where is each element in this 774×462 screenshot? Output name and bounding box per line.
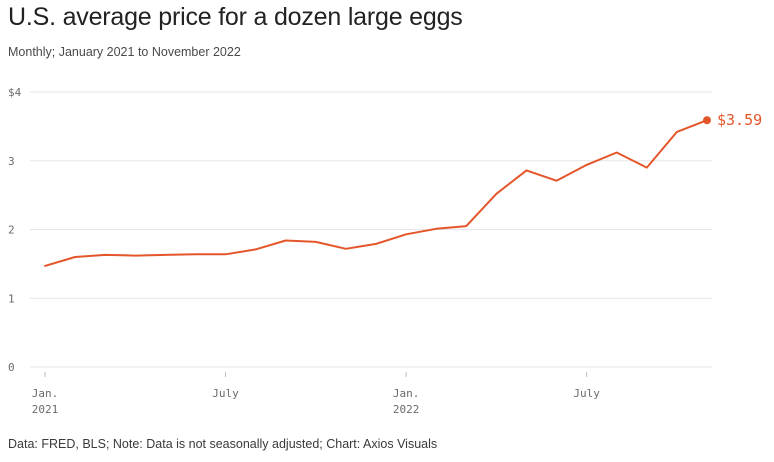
- y-tick-label: 3: [8, 155, 15, 168]
- data-point: [494, 191, 499, 196]
- x-tick-label: Jan.: [393, 387, 420, 400]
- data-point: [43, 263, 48, 268]
- x-tick-label: July: [573, 387, 600, 400]
- data-point: [133, 253, 138, 258]
- data-point: [554, 178, 559, 183]
- data-point: [253, 247, 258, 252]
- data-point: [674, 129, 679, 134]
- x-tick-label: July: [212, 387, 239, 400]
- data-point: [374, 241, 379, 246]
- data-point: [524, 168, 529, 173]
- y-tick-label: 1: [8, 292, 15, 305]
- data-point: [464, 224, 469, 229]
- data-point: [223, 252, 228, 257]
- chart-source-note: Data: FRED, BLS; Note: Data is not seaso…: [8, 437, 438, 451]
- y-tick-label: $4: [8, 86, 22, 99]
- chart-title: U.S. average price for a dozen large egg…: [8, 3, 463, 31]
- x-tick-label: Jan.: [32, 387, 59, 400]
- end-point-marker: [703, 116, 711, 125]
- data-point: [614, 150, 619, 155]
- data-point: [193, 252, 198, 257]
- y-tick-label: 2: [8, 224, 15, 237]
- end-value-label: $3.59: [717, 111, 762, 129]
- data-point: [103, 252, 108, 257]
- chart-subtitle: Monthly; January 2021 to November 2022: [8, 45, 241, 59]
- data-point: [404, 232, 409, 237]
- data-point: [283, 238, 288, 243]
- data-point: [313, 239, 318, 244]
- data-point: [343, 246, 348, 251]
- data-point: [434, 226, 439, 231]
- series-line: [44, 119, 708, 267]
- data-point: [163, 252, 168, 257]
- data-point: [584, 162, 589, 167]
- data-point: [644, 165, 649, 170]
- y-tick-label: 0: [8, 361, 15, 374]
- x-tick-year-label: 2022: [393, 403, 420, 416]
- x-tick-year-label: 2021: [32, 403, 59, 416]
- data-point: [73, 255, 78, 260]
